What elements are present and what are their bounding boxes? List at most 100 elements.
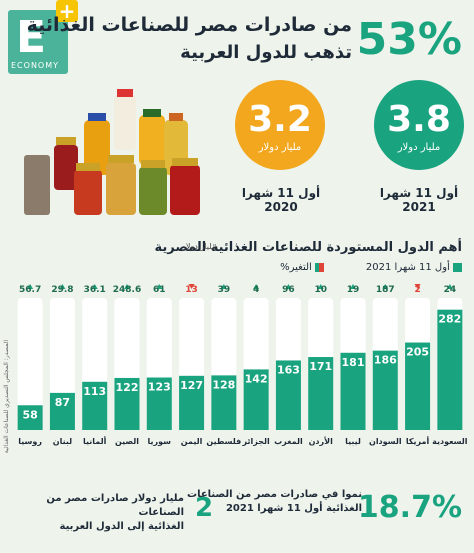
change-down-icon bbox=[414, 284, 421, 289]
value-label: 142 bbox=[245, 372, 268, 385]
change-label: 13 bbox=[185, 285, 198, 295]
change-up-icon bbox=[253, 284, 260, 289]
value-label: 171 bbox=[309, 360, 332, 373]
value-bar bbox=[179, 375, 205, 430]
header-title-line2: تذهب للدول العربية bbox=[180, 42, 352, 63]
value-label: 113 bbox=[83, 385, 106, 398]
change-label: 4 bbox=[253, 285, 259, 295]
footer-growth-line2: الغذائية أول 11 شهرا 2021 bbox=[225, 503, 362, 514]
category-label: لبنان bbox=[53, 437, 72, 446]
stat-value: 3.2 bbox=[248, 99, 312, 140]
category-label: اليمن bbox=[181, 437, 203, 446]
economy-logo: + E ECONOMY bbox=[8, 0, 78, 74]
value-bar bbox=[49, 392, 75, 430]
value-label: 122 bbox=[116, 381, 139, 394]
category-label: السعودية bbox=[432, 437, 468, 446]
change-label: 24 bbox=[444, 285, 457, 295]
footer-growth-line1: نموا في صادرات مصر من الصناعات bbox=[187, 489, 362, 500]
stat-circle-2020: 3.2 مليار دولار bbox=[235, 80, 325, 170]
change-label: 96 bbox=[282, 285, 295, 295]
category-label: فلسطين bbox=[206, 437, 241, 446]
value-bar bbox=[146, 377, 172, 430]
section-heading: أهم الدول المستوردة للصناعات الغذائية ال… bbox=[154, 240, 462, 255]
legend-bars-label: أول 11 شهرا 2021 bbox=[365, 262, 450, 273]
change-up-icon bbox=[220, 284, 227, 289]
category-label: السودان bbox=[369, 437, 402, 446]
stat-circle-2021: 3.8 مليار دولار bbox=[374, 80, 464, 170]
value-bar bbox=[340, 352, 366, 430]
value-label: 163 bbox=[277, 363, 300, 376]
change-up-icon bbox=[27, 284, 34, 289]
change-up-icon bbox=[156, 284, 163, 289]
legend-swatch-change bbox=[315, 262, 324, 272]
bar-track bbox=[17, 298, 43, 430]
header-title-line1: من صادرات مصر للصناعات الغذائية bbox=[26, 14, 352, 36]
exports-bar-chart: 24 282 السعودية 2 205 أمريكا 187 186 السودان 19 18… bbox=[17, 284, 468, 446]
stat-unit: مليار دولار bbox=[397, 142, 441, 153]
stat-label-2021: أول 11 شهرا 2021 bbox=[379, 186, 459, 214]
category-label: ألمانيا bbox=[83, 436, 107, 446]
value-bar bbox=[308, 357, 334, 430]
value-bar bbox=[114, 377, 140, 430]
change-label: 10 bbox=[314, 285, 327, 295]
footer-arab-line2: الغذائية إلى الدول العربية bbox=[59, 521, 184, 532]
stat-value: 3.8 bbox=[387, 99, 451, 140]
value-bar bbox=[372, 350, 398, 430]
footer-arab-text: مليار دولار صادرات مصر من الصناعات الغذا… bbox=[0, 492, 184, 534]
category-label: أمريكا bbox=[406, 436, 430, 446]
change-up-icon bbox=[317, 284, 324, 289]
value-label: 128 bbox=[212, 378, 235, 391]
change-label: 19 bbox=[347, 285, 360, 295]
category-label: الجزائر bbox=[242, 437, 270, 446]
value-label: 205 bbox=[406, 346, 429, 359]
change-label: 56.7 bbox=[19, 285, 41, 295]
change-up-icon bbox=[124, 284, 130, 289]
change-label: 29.8 bbox=[51, 285, 73, 295]
change-label: 36.1 bbox=[84, 285, 106, 295]
change-up-icon bbox=[350, 284, 356, 289]
value-label: 181 bbox=[342, 356, 365, 369]
change-label: 187 bbox=[376, 285, 395, 295]
footer-percent: 18.7% bbox=[357, 490, 462, 525]
change-label: 248.6 bbox=[113, 285, 141, 295]
legend-bars: أول 11 شهرا 2021 bbox=[366, 262, 462, 273]
change-up-icon bbox=[59, 284, 66, 289]
footer-growth-text: نموا في صادرات مصر من الصناعات الغذائية … bbox=[187, 488, 362, 516]
value-bar bbox=[437, 309, 463, 430]
category-label: الصين bbox=[115, 437, 139, 446]
change-down-icon bbox=[188, 284, 195, 289]
value-label: 186 bbox=[374, 354, 397, 367]
food-products-illustration bbox=[24, 89, 200, 215]
value-bar bbox=[275, 360, 301, 430]
value-label: 282 bbox=[438, 313, 461, 326]
legend-swatch-bars bbox=[453, 262, 462, 272]
value-bar bbox=[82, 381, 108, 430]
stat-unit: مليار دولار bbox=[258, 142, 302, 153]
category-label: ليبيا bbox=[345, 437, 361, 446]
category-label: سوريا bbox=[148, 437, 172, 446]
category-label: روسيا bbox=[18, 437, 42, 446]
legend-change: التغير% bbox=[280, 262, 324, 273]
source-note: المصدر: المجلس التصديري للصناعات الغذائي… bbox=[3, 340, 10, 454]
change-label: 61 bbox=[153, 285, 166, 295]
value-bar bbox=[243, 369, 269, 430]
legend-change-label: التغير% bbox=[280, 262, 312, 273]
category-label: المغرب bbox=[274, 437, 303, 446]
change-label: 2 bbox=[414, 285, 420, 295]
category-label: الأردن bbox=[309, 436, 333, 446]
logo-text: ECONOMY bbox=[11, 61, 60, 70]
change-label: 39 bbox=[218, 285, 231, 295]
footer-two: 2 bbox=[195, 493, 214, 523]
value-bar bbox=[211, 375, 237, 430]
value-bar bbox=[405, 342, 431, 430]
logo-plus: + bbox=[56, 0, 78, 22]
value-bar bbox=[17, 405, 43, 430]
section-unit: مليار دولار bbox=[182, 242, 217, 251]
change-up-icon bbox=[446, 284, 453, 289]
footer-arab-line1: مليار دولار صادرات مصر من الصناعات bbox=[46, 493, 184, 518]
change-up-icon bbox=[91, 284, 98, 289]
logo-letter: E bbox=[16, 12, 47, 63]
value-label: 87 bbox=[55, 396, 70, 409]
value-label: 58 bbox=[22, 408, 37, 421]
header-percent: 53% bbox=[356, 14, 462, 65]
